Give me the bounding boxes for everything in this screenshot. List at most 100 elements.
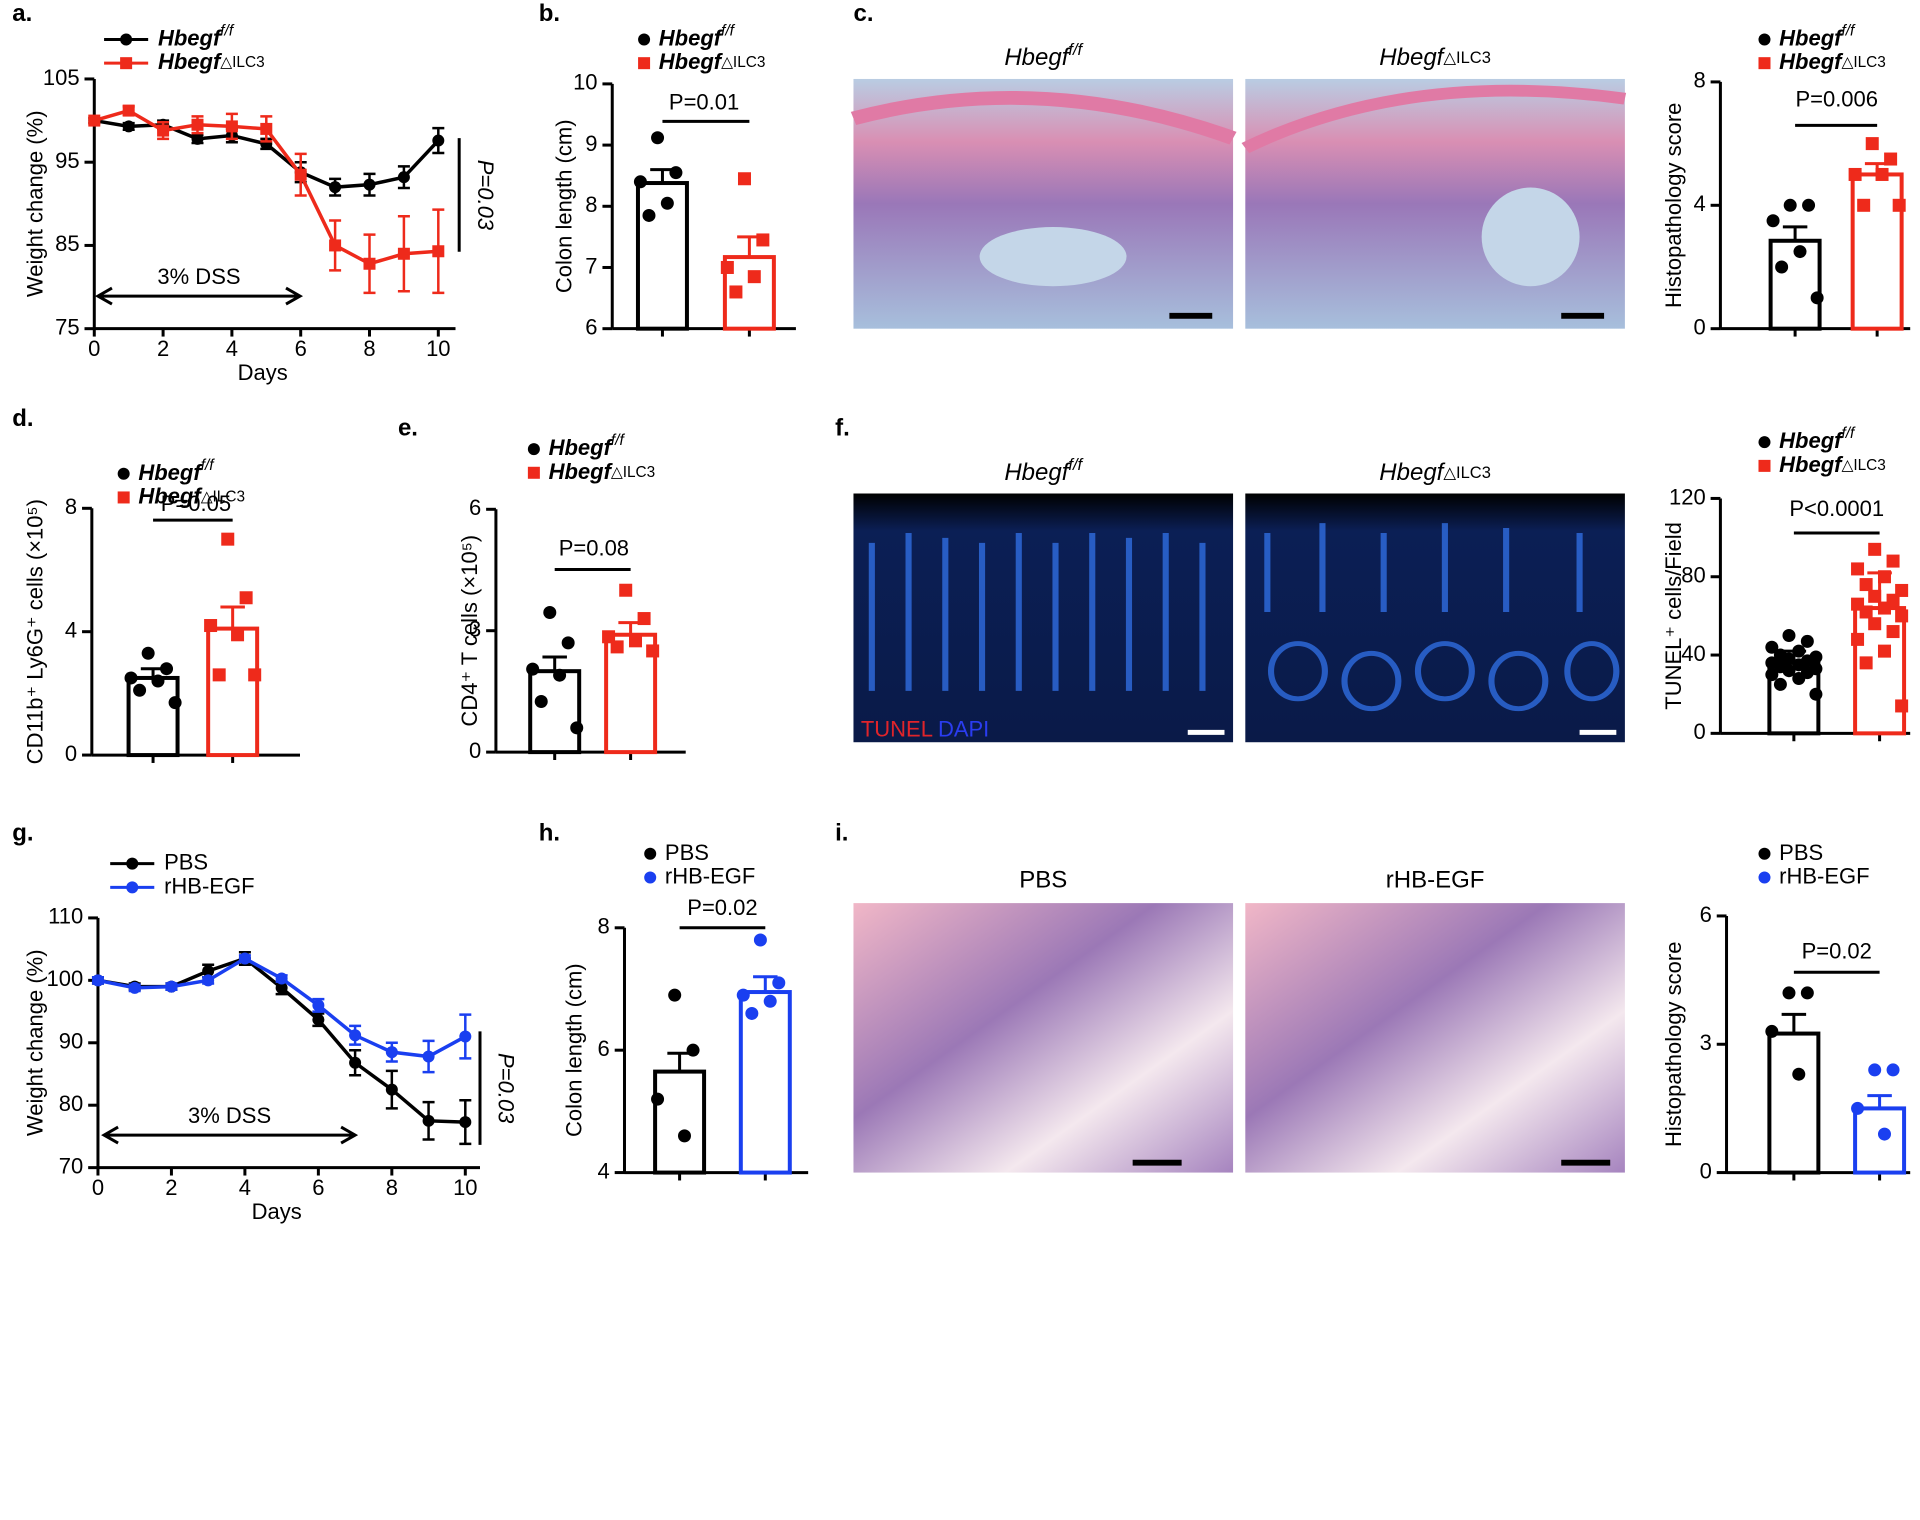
- data-point: [1782, 652, 1796, 666]
- data-point: [128, 981, 141, 994]
- y-tick-label: 6: [1700, 902, 1712, 927]
- error-bar: [1782, 225, 1808, 241]
- data-point: [212, 668, 226, 682]
- stain-name: DAPI: [938, 716, 989, 741]
- legend-marker: [644, 847, 657, 860]
- data-point: [651, 131, 665, 145]
- legend-label-sup: △ILC3: [201, 489, 245, 506]
- data-point: [1868, 589, 1882, 603]
- data-point: [1800, 986, 1814, 1000]
- y-tick-label: 6: [585, 314, 597, 339]
- dss-label: 3% DSS: [157, 264, 240, 289]
- legend-label-sup: f/f: [611, 432, 626, 449]
- data-point: [1792, 672, 1806, 686]
- legend-marker: [1758, 871, 1771, 884]
- micrograph: [1245, 78, 1625, 329]
- legend-marker: [117, 491, 130, 504]
- bar: [1767, 1031, 1821, 1175]
- data-point: [526, 662, 540, 676]
- micrograph-title-main: Hbegf: [1004, 45, 1070, 72]
- legend-label-main: PBS: [665, 840, 709, 865]
- y-tick-label: 80: [59, 1091, 83, 1116]
- data-point: [646, 644, 660, 658]
- y-tick-label: 0: [1693, 314, 1705, 339]
- data-point: [432, 134, 445, 147]
- y-tick-label: 100: [47, 966, 84, 991]
- micrograph-title-sup: f/f: [1068, 42, 1084, 60]
- data-point: [720, 260, 734, 274]
- data-point: [1868, 1063, 1882, 1077]
- p-value: P=0.02: [1802, 938, 1872, 963]
- micrograph-title: PBS: [1019, 867, 1067, 894]
- data-point: [221, 532, 235, 546]
- legend-label-main: Hbegf: [549, 459, 614, 484]
- bar: [528, 669, 582, 755]
- data-point: [202, 974, 215, 987]
- micrograph-title-main: Hbegf: [1004, 459, 1070, 486]
- panel-letter: b.: [539, 0, 560, 27]
- data-point: [275, 981, 288, 994]
- tissue: [850, 90, 1237, 145]
- data-point: [385, 1046, 398, 1059]
- data-point: [1800, 634, 1814, 648]
- data-point: [329, 181, 342, 194]
- data-point: [660, 196, 674, 210]
- error-bar: [1867, 1094, 1892, 1109]
- data-point: [248, 668, 262, 682]
- legend-label: Hbegf△ILC3: [549, 459, 656, 484]
- lumen: [979, 227, 1127, 287]
- data-point: [619, 583, 633, 597]
- p-value: P=0.03: [473, 160, 498, 231]
- stain-label: TUNEL DAPI: [861, 716, 989, 741]
- y-tick-label: 4: [1693, 191, 1705, 216]
- legend-marker: [527, 443, 540, 456]
- y-tick-label: 8: [1693, 68, 1705, 93]
- data-point: [534, 695, 548, 709]
- tissue: [1241, 84, 1627, 154]
- data-point: [1877, 644, 1891, 658]
- data-point: [1765, 1024, 1779, 1038]
- legend-label: Hbegff/f: [1779, 425, 1856, 453]
- y-tick-label: 10: [573, 70, 597, 95]
- y-tick-label: 3: [1700, 1030, 1712, 1055]
- micrograph-title-sup: △ILC3: [1443, 464, 1491, 482]
- micrograph-title: Hbegff/f: [1004, 456, 1084, 486]
- x-tick-label: 4: [239, 1175, 251, 1200]
- data-point: [570, 721, 584, 735]
- data-point: [432, 245, 445, 258]
- legend-marker: [120, 33, 133, 46]
- data-point: [349, 1056, 362, 1069]
- data-point: [397, 247, 410, 260]
- data-point: [651, 1092, 665, 1106]
- data-point: [763, 994, 777, 1008]
- error-bar: [220, 605, 245, 629]
- y-tick-label: 110: [48, 904, 83, 929]
- bar: [206, 626, 260, 758]
- dss-arrow: [101, 1125, 359, 1145]
- y-axis-label: Histopathology score: [1661, 103, 1686, 308]
- y-tick-label: 4: [598, 1158, 610, 1183]
- legend-label: PBS: [665, 840, 709, 865]
- data-point: [160, 662, 174, 676]
- data-point: [737, 172, 751, 186]
- dss-arrow: [94, 286, 304, 306]
- legend-marker: [638, 57, 651, 70]
- legend-label-main: Hbegf: [1779, 428, 1844, 453]
- data-point: [238, 952, 251, 965]
- bar: [1853, 1106, 1907, 1175]
- y-axis-label: Weight change (%): [23, 110, 48, 297]
- data-point: [1792, 644, 1806, 658]
- data-point: [1895, 609, 1909, 623]
- y-tick-label: 0: [65, 741, 77, 766]
- legend-label-main: rHB-EGF: [665, 863, 755, 888]
- legend-label-main: rHB-EGF: [1779, 863, 1869, 888]
- data-point: [122, 104, 135, 117]
- data-point: [231, 628, 245, 642]
- data-point: [260, 122, 273, 135]
- data-point: [553, 668, 567, 682]
- y-axis-label: Colon length (cm): [561, 963, 586, 1137]
- p-value: P=0.02: [687, 895, 757, 920]
- y-axis-label: CD4⁺ T cells (×10⁵): [457, 535, 482, 727]
- y-tick-label: 75: [55, 314, 79, 339]
- micrograph-title-sup: △ILC3: [1443, 50, 1491, 68]
